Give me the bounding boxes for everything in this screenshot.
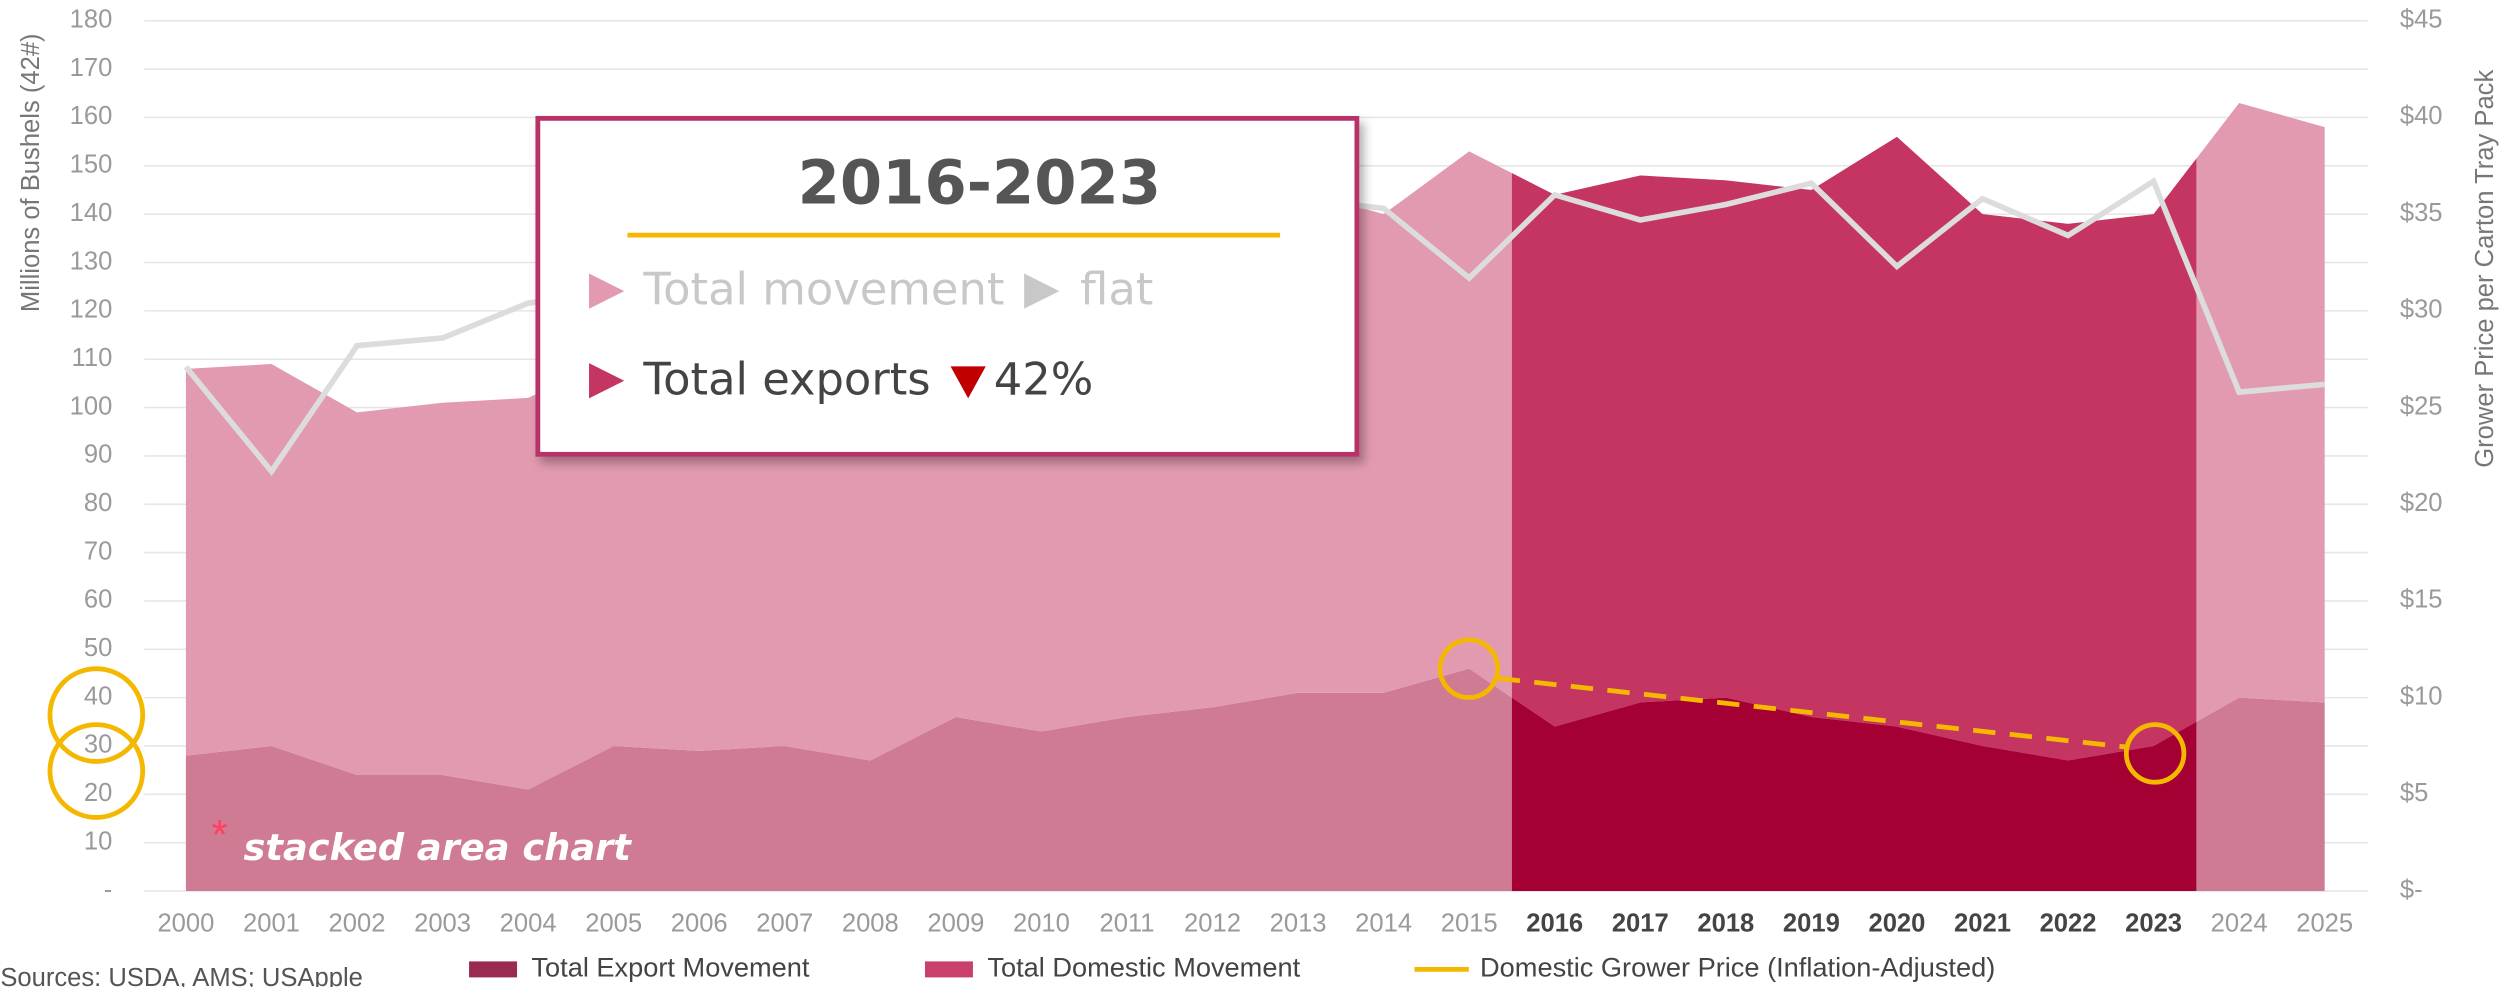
y2-tick-label: $35 bbox=[2400, 199, 2443, 227]
y2-tick-label: $40 bbox=[2400, 102, 2443, 130]
x-tick-label: 2016 bbox=[1526, 909, 1583, 937]
y2-tick-label: $25 bbox=[2400, 392, 2443, 420]
legend-label: Total Domestic Movement bbox=[987, 952, 1300, 983]
legend-label: Domestic Grower Price (Inflation-Adjuste… bbox=[1480, 952, 1995, 983]
x-tick-label: 2024 bbox=[2211, 909, 2268, 937]
x-tick-label: 2013 bbox=[1270, 909, 1327, 937]
x-tick-label: 2019 bbox=[1783, 909, 1840, 937]
y-tick-label: 20 bbox=[84, 779, 112, 807]
y2-tick-label: $30 bbox=[2400, 296, 2443, 324]
callout: 2016-2023 Total movement flat Total expo… bbox=[535, 115, 1360, 457]
x-tick-label: 2014 bbox=[1355, 909, 1412, 937]
y2-tick-label: $45 bbox=[2400, 6, 2443, 34]
y2-axis-label: Grower Price per Carton Tray Pack bbox=[2471, 70, 2499, 468]
x-tick-label: 2002 bbox=[329, 909, 386, 937]
y-tick-label: 160 bbox=[70, 102, 113, 130]
x-tick-label: 2004 bbox=[500, 909, 557, 937]
x-tick-label: 2021 bbox=[1954, 909, 2011, 937]
y-tick-label: 70 bbox=[84, 537, 112, 565]
triangle bbox=[589, 363, 625, 399]
circle bbox=[47, 722, 146, 820]
callout-change: flat bbox=[1080, 263, 1153, 316]
trend-dash bbox=[1497, 675, 2127, 750]
x-tick-label: 2020 bbox=[1868, 909, 1925, 937]
y-tick-label: 80 bbox=[84, 489, 112, 517]
x-tick-label: 2008 bbox=[842, 909, 899, 937]
y2-tick-label: $10 bbox=[2400, 682, 2443, 710]
callout-change: 42% bbox=[994, 352, 1094, 405]
x-tick-label: 2025 bbox=[2296, 909, 2353, 937]
legend-swatch bbox=[924, 961, 973, 978]
x-tick-label: 2005 bbox=[585, 909, 642, 937]
y2-tick-label: $5 bbox=[2400, 779, 2428, 807]
x-tick-label: 2009 bbox=[927, 909, 984, 937]
annotation: stacked area chart bbox=[244, 826, 633, 869]
y-tick-label: 50 bbox=[84, 634, 112, 662]
x-tick-label: 2012 bbox=[1184, 909, 1241, 937]
ticks: - 10 20 30 40 50 60 70 80 90 100 110 120 130 140 150 160… bbox=[70, 6, 2443, 938]
triangle bbox=[589, 273, 625, 309]
x-tick-label: 2003 bbox=[414, 909, 471, 937]
y-axis-label: Millions of Bushels (42#) bbox=[17, 33, 45, 312]
x-tick-label: 2018 bbox=[1697, 909, 1754, 937]
x-tick-label: 2011 bbox=[1099, 909, 1154, 937]
y-tick-label: 60 bbox=[84, 586, 112, 614]
callout-box bbox=[535, 115, 1360, 457]
source: Sources: USDA, AMS; USApple bbox=[0, 964, 363, 987]
annotation-mark: * bbox=[212, 811, 228, 858]
y-tick-label: 100 bbox=[70, 392, 113, 420]
x-tick-label: 2010 bbox=[1013, 909, 1070, 937]
triangle-down bbox=[950, 366, 986, 399]
callout-label: Total movement bbox=[642, 263, 1004, 316]
x-tick-label: 2007 bbox=[756, 909, 813, 937]
x-tick-label: 2022 bbox=[2040, 909, 2097, 937]
y-tick-label: 110 bbox=[72, 344, 113, 372]
circle bbox=[47, 666, 146, 764]
circle bbox=[2123, 722, 2187, 785]
circle bbox=[1437, 637, 1501, 700]
y-tick-label: 90 bbox=[84, 441, 112, 469]
y-tick-label: 130 bbox=[70, 247, 113, 275]
y2-tick-label: $15 bbox=[2400, 586, 2443, 614]
y-tick-label: 140 bbox=[70, 199, 113, 227]
y-tick-label: 150 bbox=[70, 151, 113, 179]
legend-label: Total Export Movement bbox=[531, 952, 809, 983]
y-tick-label: 120 bbox=[70, 296, 113, 324]
callout-label: Total exports bbox=[642, 352, 930, 405]
x-tick-label: 2001 bbox=[243, 909, 300, 937]
area-highlight bbox=[1511, 697, 2197, 892]
y-tick-label: 30 bbox=[84, 731, 112, 759]
x-tick-label: 2017 bbox=[1612, 909, 1669, 937]
y2-tick-label: $20 bbox=[2400, 489, 2443, 517]
x-tick-label: 2023 bbox=[2125, 909, 2182, 937]
x-tick-label: 2006 bbox=[671, 909, 728, 937]
triangle bbox=[1024, 273, 1060, 309]
x-tick-label: 2015 bbox=[1441, 909, 1498, 937]
highlight-circles bbox=[47, 637, 2187, 820]
callout-title: 2016-2023 bbox=[798, 149, 1161, 219]
y-tick-label: 10 bbox=[84, 827, 112, 855]
area-highlight bbox=[1511, 136, 2197, 761]
y2-tick-label: $- bbox=[2400, 876, 2423, 904]
legend: Total Export Movement Total Domestic Move… bbox=[469, 952, 1995, 983]
y-tick-label: - bbox=[104, 876, 113, 904]
y-tick-label: 180 bbox=[70, 6, 113, 34]
legend-swatch bbox=[469, 961, 518, 978]
y-tick-label: 40 bbox=[84, 682, 112, 710]
y-tick-label: 170 bbox=[70, 54, 113, 82]
x-tick-label: 2000 bbox=[157, 909, 214, 937]
